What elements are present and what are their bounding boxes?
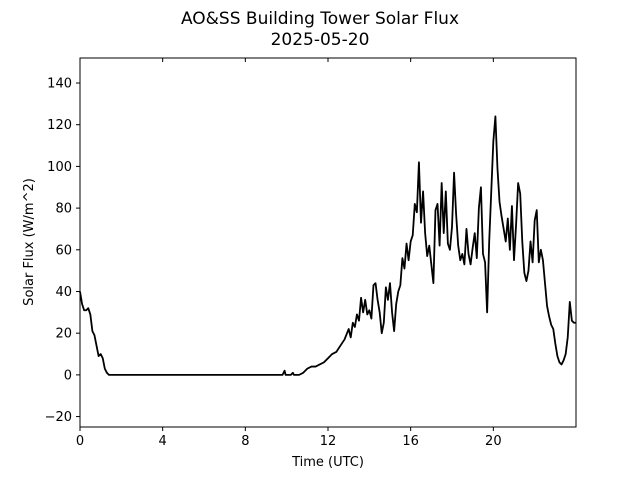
y-axis-ticks: −20 0 20 40 60 80 100 120 140 [45,77,80,425]
series-line-0 [79,115,576,376]
x-tick-label: 20 [485,434,502,449]
x-tick-label: 8 [241,434,249,449]
x-tick-label: 16 [402,434,419,449]
x-tick-label: 4 [159,434,167,449]
y-tick-label: 120 [47,118,72,133]
chart-subtitle: 2025-05-20 [271,30,370,50]
y-axis-label: Solar Flux (W/m^2) [22,178,37,306]
y-tick-label: 100 [47,160,72,175]
y-tick-label: 0 [64,368,72,383]
y-tick-label: 80 [55,202,72,217]
x-tick-label: 12 [320,434,337,449]
x-tick-label: 0 [76,434,84,449]
x-axis-ticks: 0 4 8 12 16 20 [76,58,502,449]
y-tick-label: 20 [55,327,72,342]
plot-frame [79,57,577,428]
x-axis-label: Time (UTC) [291,455,364,470]
y-tick-label: 140 [47,77,72,92]
plot-area [79,115,576,376]
chart-title: AO&SS Building Tower Solar Flux [181,9,459,29]
y-tick-label: 40 [55,285,72,300]
y-tick-label: −20 [45,410,72,425]
y-tick-label: 60 [55,243,72,258]
